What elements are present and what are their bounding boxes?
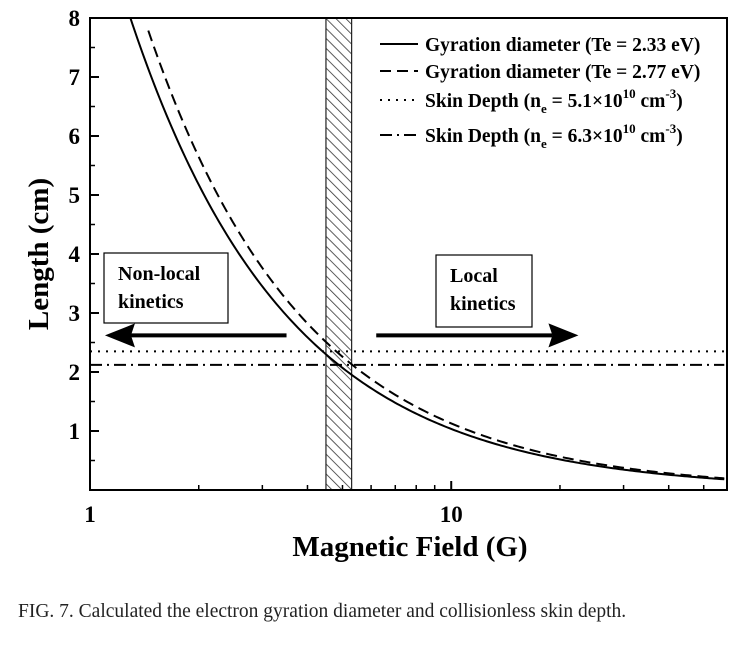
y-tick-label-2: 2: [69, 360, 81, 385]
series-line-2: [147, 30, 725, 480]
y-tick-label-8: 8: [69, 6, 81, 31]
arrow-head-left: [104, 323, 135, 348]
arrow-head-right: [548, 323, 579, 348]
shaded-band-rect: [325, 17, 353, 491]
legend-label-3: Skin Depth (ne = 5.1×1010 cm-3): [425, 86, 683, 116]
legend-label-1: Gyration diameter (Te = 2.33 eV): [425, 35, 700, 56]
annotation-text-1-2: kinetics: [118, 291, 184, 313]
figure-caption: FIG. 7. Calculated the electron gyration…: [18, 601, 627, 622]
annotation-box-1: [103, 252, 229, 324]
y-tick-label-5: 5: [69, 183, 81, 208]
y-tick-label-1: 1: [69, 419, 81, 444]
x-tick-label-1: 1: [84, 502, 96, 527]
annotation-text-2-1: Local: [450, 265, 498, 287]
y-tick-label-3: 3: [69, 301, 81, 326]
annotation-text-2-2: kinetics: [450, 293, 516, 315]
legend-label-2: Gyration diameter (Te = 2.77 eV): [425, 62, 700, 83]
y-tick-label-7: 7: [69, 65, 81, 90]
y-tick-label-6: 6: [69, 124, 81, 149]
legend-label-4: Skin Depth (ne = 6.3×1010 cm-3): [425, 121, 683, 151]
annotation-text-1-1: Non-local: [118, 263, 201, 285]
y-tick-label-4: 4: [69, 242, 81, 267]
chart: Non-local kinetics Local kinetics 1 2 3 4 5 6 7 8 1…: [23, 6, 728, 563]
x-axis-label: Magnetic Field (G): [292, 531, 527, 563]
annotation-box-2: [435, 254, 533, 328]
x-tick-label-10: 10: [440, 502, 463, 527]
series-line-1: [129, 18, 725, 481]
shaded-band: [325, 17, 353, 491]
y-axis-label: Length (cm): [23, 178, 55, 330]
